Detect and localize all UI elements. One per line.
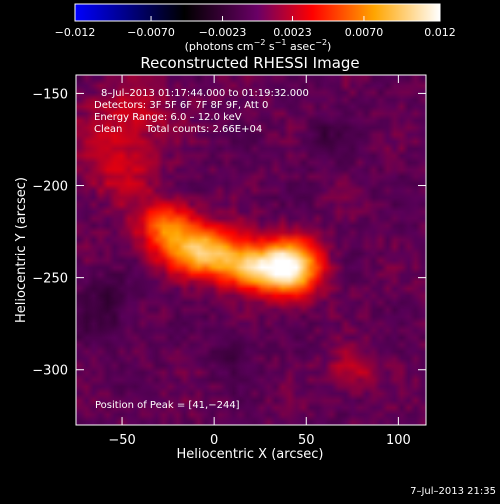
y-axis-ticks: −150 −200 −250 −300 — [32, 87, 426, 379]
y-axis-label: Heliocentric Y (arcsec) — [14, 177, 29, 323]
colorbar-tick-label: −0.0023 — [199, 26, 247, 39]
colorbar-tick-label: −0.0070 — [127, 26, 175, 39]
colorbar-ticks: −0.012 −0.0070 −0.0023 0.0023 0.0070 0.012 — [55, 16, 456, 39]
annotation-peak-position: Position of Peak = [41,−244] — [95, 400, 240, 411]
x-tick-label: 100 — [386, 433, 411, 448]
annotation-clean: Clean — [94, 124, 122, 135]
y-tick-label: −150 — [32, 87, 68, 102]
x-tick-label: 50 — [298, 433, 315, 448]
colorbar — [74, 3, 441, 22]
colorbar-tick-label: −0.012 — [55, 26, 96, 39]
heatmap-image — [76, 75, 426, 425]
annotation-detectors: Detectors: 3F 5F 6F 7F 8F 9F, Att 0 — [94, 100, 268, 111]
colorbar-unit-label: (photons cm−2 s−1 asec−2) — [185, 38, 332, 53]
plot-frame — [75, 74, 427, 426]
y-tick-label: −300 — [32, 364, 68, 379]
annotation-total-counts: Total counts: 2.66E+04 — [145, 124, 262, 135]
x-axis-ticks: −50 0 50 100 — [108, 75, 411, 448]
y-tick-label: −250 — [32, 272, 68, 287]
annotation-time-range: 8–Jul–2013 01:17:44.000 to 01:19:32.000 — [101, 88, 309, 99]
x-tick-label: 0 — [210, 433, 218, 448]
colorbar-tick-label: 0.0070 — [345, 26, 384, 39]
x-tick-label: −50 — [108, 433, 135, 448]
colorbar-tick-label: 0.012 — [424, 26, 456, 39]
x-axis-label: Heliocentric X (arcsec) — [177, 447, 324, 462]
colorbar-tick-label: 0.0023 — [273, 26, 312, 39]
y-tick-label: −200 — [32, 180, 68, 195]
footer-timestamp: 7–Jul–2013 21:35 — [410, 486, 496, 497]
annotation-energy-range: Energy Range: 6.0 – 12.0 keV — [94, 112, 242, 123]
chart-title: Reconstructed RHESSI Image — [140, 54, 359, 72]
